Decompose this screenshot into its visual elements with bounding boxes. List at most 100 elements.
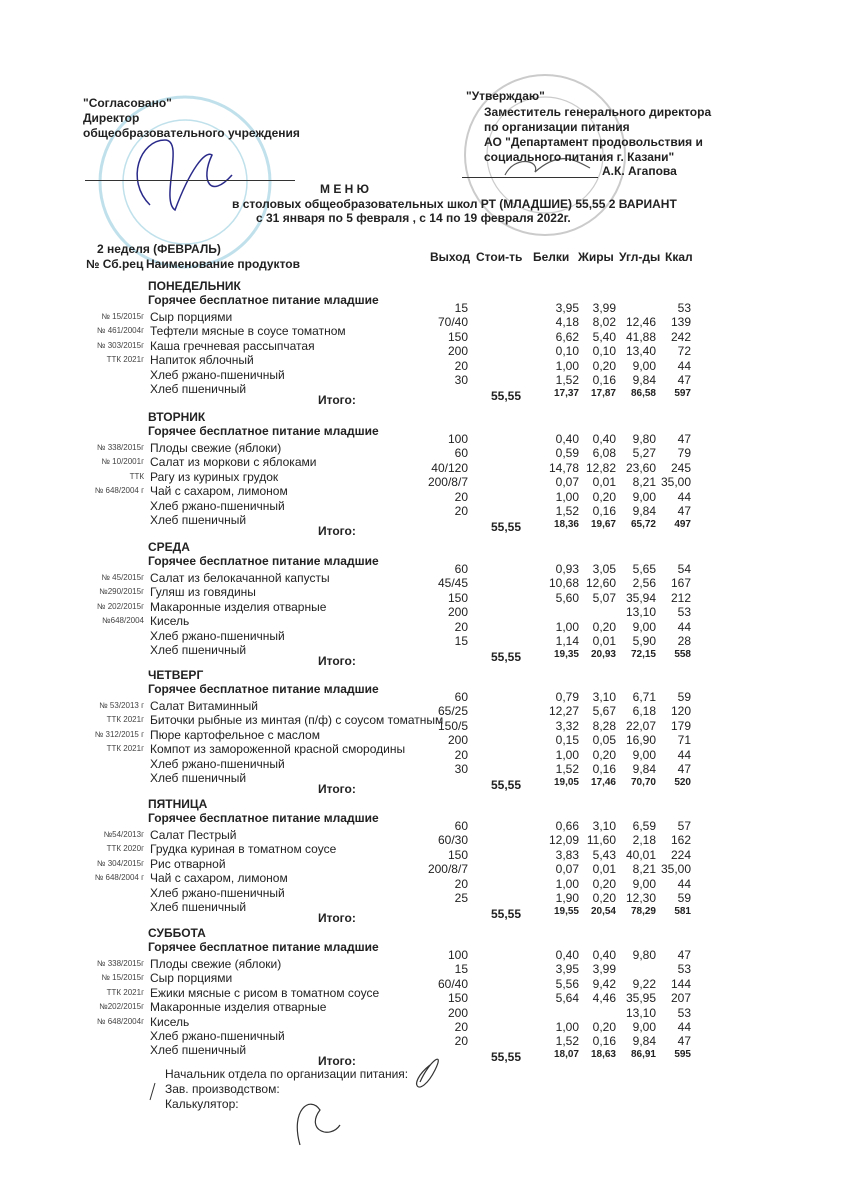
total-label: Итого: [318, 782, 356, 796]
kcal-value: 72 [677, 344, 691, 359]
fat-value: 3,05 [592, 562, 616, 576]
kcal-value: 28 [677, 634, 691, 648]
total-cost: 55,55 [490, 907, 521, 921]
portion-output: 20 [454, 619, 468, 634]
carbs-value: 6,71 [632, 690, 656, 704]
kcal-value: 120 [670, 704, 691, 719]
approver-line-1: Заместитель генерального директора [484, 105, 712, 119]
dish-name: Хлеб ржано-пшеничный [150, 1029, 285, 1043]
dish-name: Компот из замороженной красной смородины [150, 742, 406, 757]
menu-item-row: Хлеб ржано-пшеничный 20 1,00 0,20 9,00 4… [0, 1020, 849, 1043]
day-total-row: Итого: 55,55 19,05 17,46 70,70 520 [0, 777, 849, 796]
portion-output: 60/40 [437, 976, 468, 991]
portion-output: 150 [447, 991, 468, 1006]
recipe-number: ТТК 2020г [106, 844, 144, 854]
protein-value: 0,79 [555, 690, 579, 704]
fat-value: 3,10 [592, 819, 616, 833]
recipe-number: №202/2015г [99, 1002, 144, 1012]
portion-output: 200 [447, 605, 468, 620]
portion-output: 60 [454, 446, 468, 461]
recipe-number: № 338/2015г [96, 959, 144, 968]
col-name: Наименование продуктов [146, 257, 300, 271]
carbs-value: 13,40 [625, 344, 656, 359]
protein-value: 1,52 [555, 373, 579, 387]
dish-name: Хлеб пшеничный [150, 771, 247, 785]
carbs-value: 35,95 [625, 991, 656, 1006]
protein-value: 3,95 [555, 962, 579, 977]
carbs-value: 9,84 [632, 762, 656, 776]
round-stamp-right [464, 74, 626, 236]
menu-item-row: № 15/2015г Сыр порциями 15 3,95 3,99 53 [0, 962, 849, 986]
doc-title: М Е Н Ю [320, 182, 370, 196]
menu-item-row: №202/2015г Макаронные изделия отварные 1… [0, 991, 849, 1014]
protein-value: 1,14 [555, 634, 579, 648]
dish-name: Сыр порциями [150, 310, 233, 324]
menu-item-row: Хлеб ржано-пшеничный 20 1,00 0,20 9,00 4… [0, 620, 849, 643]
carbs-value: 13,10 [625, 605, 656, 620]
total-carbs: 70,70 [630, 777, 656, 788]
total-protein: 19,05 [553, 777, 579, 788]
col-out: Выход [430, 250, 471, 264]
recipe-number: № 202/2015г [96, 601, 144, 611]
fat-value: 0,40 [592, 948, 616, 962]
kcal-value: 47 [677, 762, 691, 776]
dish-name: Салат Витаминный [150, 699, 258, 713]
fat-value: 12,82 [585, 460, 616, 475]
day-subtitle: Горячее бесплатное питание младшие [148, 293, 379, 307]
carbs-value: 9,22 [632, 976, 656, 991]
carbs-value: 9,80 [632, 948, 656, 962]
menu-item-row: №648/2004 Кисель 200 13,10 53 [0, 605, 849, 628]
total-label: Итого: [318, 1054, 356, 1068]
kcal-value: 47 [677, 948, 691, 962]
day-subtitle: Горячее бесплатное питание младшие [148, 554, 379, 568]
kcal-value: 35,00 [660, 862, 691, 877]
total-kcal: 597 [674, 388, 691, 399]
total-cost: 55,55 [490, 778, 521, 792]
footer-head-of-dept: Начальник отдела по организации питания: [165, 1067, 409, 1081]
fat-value: 4,46 [592, 991, 616, 1006]
total-carbs: 78,29 [630, 906, 656, 917]
day-total-row: Итого: 55,55 19,55 20,54 78,29 581 [0, 906, 849, 925]
fat-value: 0,16 [592, 762, 616, 776]
approver-name: А.К. Агапова [602, 164, 677, 178]
dish-name: Сыр порциями [150, 971, 233, 986]
dish-name: Плоды свежие (яблоки) [150, 957, 282, 971]
day-title: ЧЕТВЕРГ [148, 668, 204, 682]
signature-line-left [85, 180, 295, 181]
menu-item-row: Хлеб пшеничный 20 1,52 0,16 9,84 47 [0, 1034, 849, 1057]
menu-item-row: № 15/2015г Сыр порциями 15 3,95 3,99 53 [0, 301, 849, 324]
fat-value: 12,60 [585, 576, 616, 591]
menu-item-row: № 303/2015г Каша гречневая рассыпчатая 1… [0, 330, 849, 353]
signature-left [136, 139, 233, 212]
dish-name: Рис отварной [150, 856, 226, 871]
menu-item-row: № 45/2015г Салат из белокачанной капусты… [0, 562, 849, 585]
menu-item-row: ТТК 2021г Напиток яблочный 200 0,10 0,10… [0, 344, 849, 367]
dish-name: Хлеб пшеничный [150, 900, 247, 914]
menu-item-row: № 202/2015г Макаронные изделия отварные … [0, 591, 849, 614]
day-block: СУББОТА Горячее бесплатное питание младш… [0, 926, 849, 1068]
protein-value: 3,83 [555, 847, 579, 862]
fat-value: 0,40 [592, 432, 616, 446]
kcal-value: 53 [677, 605, 691, 620]
portion-output: 200 [447, 344, 468, 359]
day-total-row: Итого: 55,55 18,36 19,67 65,72 497 [0, 519, 849, 538]
fat-value: 0,20 [592, 1020, 616, 1034]
day-block: ПЯТНИЦА Горячее бесплатное питание младш… [0, 797, 849, 925]
protein-value: 0,07 [555, 475, 579, 490]
menu-item-row: № 648/2004 г Чай с сахаром, лимоном 200/… [0, 862, 849, 885]
fat-value: 0,20 [592, 358, 616, 373]
portion-output: 30 [454, 762, 468, 776]
protein-value: 0,93 [555, 562, 579, 576]
kcal-value: 71 [677, 733, 691, 748]
carbs-value: 5,90 [632, 634, 656, 648]
col-protein: Белки [533, 250, 570, 264]
dish-name: Плоды свежие (яблоки) [150, 441, 282, 455]
total-kcal: 595 [674, 1049, 691, 1060]
dish-name: Хлеб ржано-пшеничный [150, 756, 285, 771]
kcal-value: 167 [670, 576, 691, 591]
col-cost: Стои-ть [476, 250, 523, 264]
protein-value: 6,62 [555, 329, 579, 344]
carbs-value: 2,18 [632, 833, 656, 848]
recipe-number: № 304/2015г [96, 858, 144, 868]
carbs-value: 8,21 [632, 862, 656, 877]
